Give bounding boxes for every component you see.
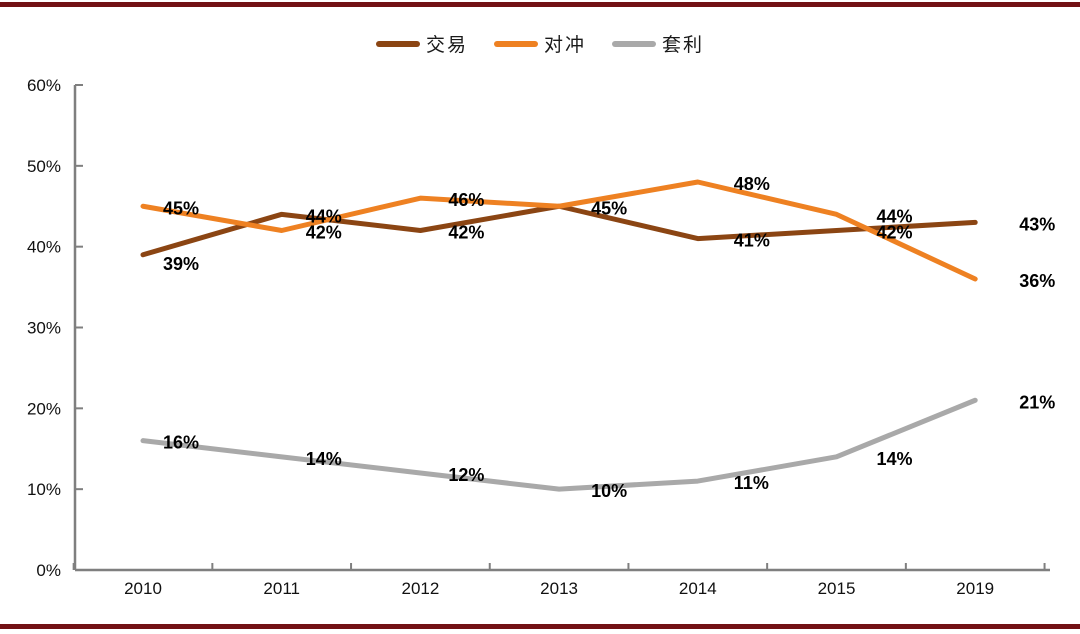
legend-label: 交易 <box>425 34 468 56</box>
chart-legend: 交易 对冲 套利 <box>0 30 1080 57</box>
data-label: 14% <box>306 449 342 469</box>
data-label: 45% <box>163 198 199 218</box>
legend-swatch-icon <box>493 40 538 47</box>
y-tick-label: 0% <box>36 561 61 580</box>
y-tick-label: 50% <box>27 157 61 176</box>
data-label: 14% <box>877 449 913 469</box>
series-line-2 <box>140 397 978 492</box>
x-tick-label: 2010 <box>124 579 162 598</box>
data-label: 42% <box>306 223 342 243</box>
data-label: 44% <box>877 206 913 226</box>
data-label: 45% <box>591 198 627 218</box>
data-label: 41% <box>734 231 770 251</box>
data-label: 42% <box>448 223 484 243</box>
legend-swatch-icon <box>375 40 420 47</box>
data-label: 12% <box>448 465 484 485</box>
x-tick-label: 2014 <box>679 579 717 598</box>
data-label: 48% <box>734 174 770 194</box>
y-tick-label: 60% <box>27 76 61 95</box>
legend-label: 套利 <box>662 34 705 56</box>
x-tick-label: 2012 <box>401 579 439 598</box>
data-label: 44% <box>306 206 342 226</box>
bottom-border-rule <box>0 624 1080 629</box>
y-tick-label: 40% <box>27 238 61 257</box>
legend-item-1: 对冲 <box>493 30 586 57</box>
data-label: 42% <box>877 223 913 243</box>
data-label: 16% <box>163 433 199 453</box>
data-label: 46% <box>448 190 484 210</box>
series-line-1 <box>140 179 978 282</box>
x-tick-label: 2015 <box>818 579 856 598</box>
data-label: 36% <box>1019 271 1055 291</box>
x-tick-label: 2019 <box>956 579 994 598</box>
data-label: 11% <box>734 473 769 493</box>
legend-swatch-icon <box>612 40 656 47</box>
data-label: 21% <box>1019 392 1055 412</box>
legend-label: 对冲 <box>543 34 586 56</box>
data-label: 43% <box>1019 214 1055 234</box>
legend-item-2: 套利 <box>612 30 704 57</box>
x-tick-label: 2013 <box>540 579 578 598</box>
data-label: 10% <box>591 481 627 501</box>
y-tick-label: 20% <box>27 399 61 418</box>
y-tick-label: 10% <box>27 480 61 499</box>
y-tick-label: 30% <box>27 319 61 338</box>
x-tick-label: 2011 <box>263 579 300 598</box>
top-border-rule <box>0 2 1080 7</box>
legend-item-0: 交易 <box>375 30 468 57</box>
data-label: 39% <box>163 254 199 274</box>
